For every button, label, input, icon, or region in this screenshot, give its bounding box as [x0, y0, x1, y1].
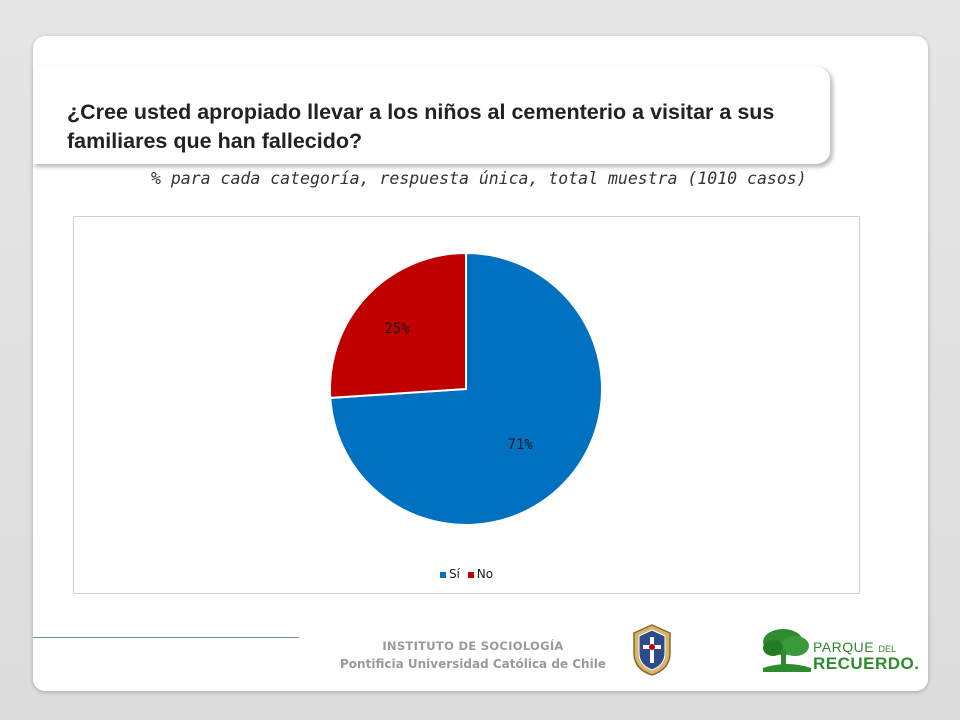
chart-subtitle: % para cada categoría, respuesta única, … [151, 169, 807, 188]
title-box: ¿Cree usted apropiado llevar a los niños… [33, 66, 831, 164]
legend-label-si: Sí [448, 567, 460, 581]
legend-swatch-si [439, 571, 446, 578]
pie-slice-no [329, 251, 467, 399]
slide-title: ¿Cree usted apropiado llevar a los niños… [67, 100, 775, 153]
slide: ¿Cree usted apropiado llevar a los niños… [33, 36, 928, 691]
park-logo-text: PARQUE DEL RECUERDO. [813, 639, 920, 674]
footer-divider [33, 637, 299, 638]
legend-label-no: No [476, 567, 494, 581]
legend-item-no: No [467, 567, 494, 581]
park-word-del: DEL [878, 644, 897, 654]
slice-label-si: 71% [507, 436, 533, 453]
chart-legend: Sí No [74, 567, 859, 581]
pie-chart: 71% 25% Sí No [73, 216, 860, 594]
park-word-parque: PARQUE [813, 639, 875, 655]
institute-name: INSTITUTO DE SOCIOLOGÍA [382, 639, 564, 653]
legend-item-si: Sí [439, 567, 460, 581]
slice-label-no: 25% [384, 321, 410, 338]
university-name: Pontificia Universidad Católica de Chile [340, 657, 606, 671]
university-seal-icon [633, 624, 671, 676]
legend-swatch-no [467, 571, 474, 578]
park-word-recuerdo: RECUERDO. [813, 654, 920, 673]
pie-chart-svg [329, 251, 603, 526]
park-tree-logo-icon [763, 629, 811, 672]
institute-block: INSTITUTO DE SOCIOLOGÍA Pontificia Unive… [323, 637, 623, 671]
